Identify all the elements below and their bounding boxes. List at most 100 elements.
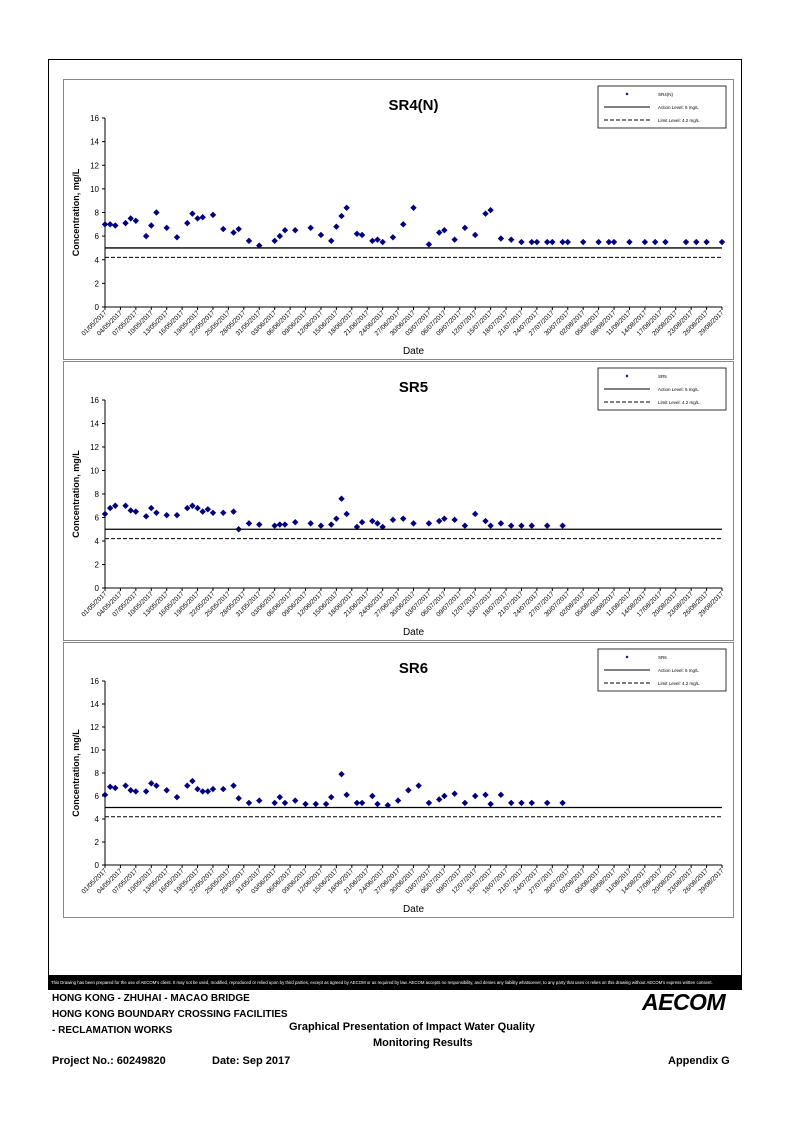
data-point	[451, 516, 458, 524]
data-point	[369, 792, 376, 800]
data-point	[374, 236, 381, 243]
data-point	[245, 799, 253, 807]
data-point	[112, 222, 119, 229]
legend-marker-swatch	[625, 655, 629, 659]
data-point	[369, 237, 376, 245]
data-point	[405, 787, 412, 794]
data-point	[579, 238, 587, 246]
data-point	[220, 225, 227, 233]
data-point	[415, 782, 422, 789]
aecom-logo: AECOM	[642, 989, 726, 1015]
data-point	[343, 791, 350, 799]
data-point	[482, 517, 489, 525]
project-line-2: HONG KONG BOUNDARY CROSSING FACILITIES	[52, 1009, 288, 1020]
legend-entry-label: Action Level: 5 mg/L	[658, 668, 699, 673]
data-point	[425, 799, 433, 807]
data-point	[559, 799, 566, 807]
data-point	[436, 229, 443, 236]
data-point	[374, 520, 381, 527]
data-point	[358, 231, 366, 239]
y-tick-label: 14	[90, 138, 99, 147]
data-point	[230, 508, 237, 515]
y-axis-label: Concentration, mg/L	[71, 450, 81, 538]
data-point	[122, 782, 129, 789]
data-point	[497, 791, 505, 799]
data-point	[518, 799, 525, 807]
data-point	[184, 504, 191, 512]
data-point	[112, 784, 119, 792]
data-point	[441, 792, 448, 800]
data-point	[184, 782, 191, 789]
y-tick-label: 12	[90, 723, 99, 732]
data-point	[610, 238, 618, 246]
y-tick-label: 2	[95, 838, 100, 847]
data-point	[199, 508, 206, 515]
data-point	[333, 223, 340, 230]
data-point	[127, 215, 134, 222]
project-number: Project No.: 60249820	[52, 1055, 166, 1067]
data-point	[142, 788, 150, 795]
data-point	[626, 238, 633, 246]
y-tick-label: 6	[95, 792, 100, 801]
data-point	[106, 504, 114, 512]
data-point	[389, 516, 397, 524]
drawing-frame	[48, 59, 742, 976]
x-axis-label: Date	[403, 904, 425, 915]
data-point	[518, 522, 525, 529]
data-point	[400, 221, 407, 228]
data-point	[400, 515, 407, 522]
y-tick-label: 8	[95, 490, 100, 499]
data-point	[328, 521, 335, 528]
data-point	[595, 238, 602, 246]
data-point	[451, 236, 458, 243]
data-point	[220, 785, 227, 793]
data-point	[410, 204, 417, 211]
data-point	[472, 231, 479, 239]
data-point	[292, 519, 299, 526]
data-point	[256, 521, 263, 528]
chart-panel-sr6: SR6 0 2 4 6 8 10 12 14 16 Concentration, mg/L 01/05…	[63, 642, 734, 918]
data-point	[101, 791, 109, 799]
y-tick-label: 10	[90, 467, 99, 476]
data-point	[441, 227, 448, 234]
data-point	[338, 212, 345, 220]
data-point	[662, 238, 669, 246]
x-axis-label: Date	[403, 627, 425, 638]
data-point	[132, 217, 140, 224]
data-point	[220, 509, 227, 516]
data-point	[173, 793, 181, 801]
y-tick-label: 10	[90, 746, 99, 755]
data-point	[425, 520, 433, 527]
y-tick-label: 16	[90, 396, 99, 405]
data-point	[276, 793, 284, 801]
data-point	[199, 788, 206, 795]
data-point	[559, 522, 566, 529]
data-point	[703, 238, 710, 246]
legend-entry-label: Limit Level: 4.2 mg/L	[658, 681, 700, 686]
data-point	[245, 520, 253, 527]
y-tick-label: 4	[95, 815, 100, 824]
data-point	[132, 508, 140, 515]
data-point	[112, 502, 119, 509]
data-point	[543, 799, 551, 807]
data-point	[693, 238, 700, 246]
data-point	[194, 215, 201, 222]
data-point	[682, 238, 690, 246]
data-point	[358, 799, 366, 807]
data-point	[507, 799, 515, 807]
y-tick-label: 0	[95, 861, 100, 870]
y-axis-label: Concentration, mg/L	[71, 729, 81, 817]
data-point	[148, 222, 155, 229]
legend-entry-label: SR4(N)	[658, 92, 674, 97]
project-line-3: - RECLAMATION WORKS	[52, 1025, 173, 1036]
data-point	[230, 782, 237, 789]
data-point	[528, 799, 535, 807]
project-line-1: HONG KONG - ZHUHAI - MACAO BRIDGE	[52, 993, 250, 1004]
x-axis-label: Date	[403, 346, 425, 357]
data-point	[389, 234, 397, 241]
data-point	[528, 522, 535, 529]
y-tick-label: 4	[95, 537, 100, 546]
